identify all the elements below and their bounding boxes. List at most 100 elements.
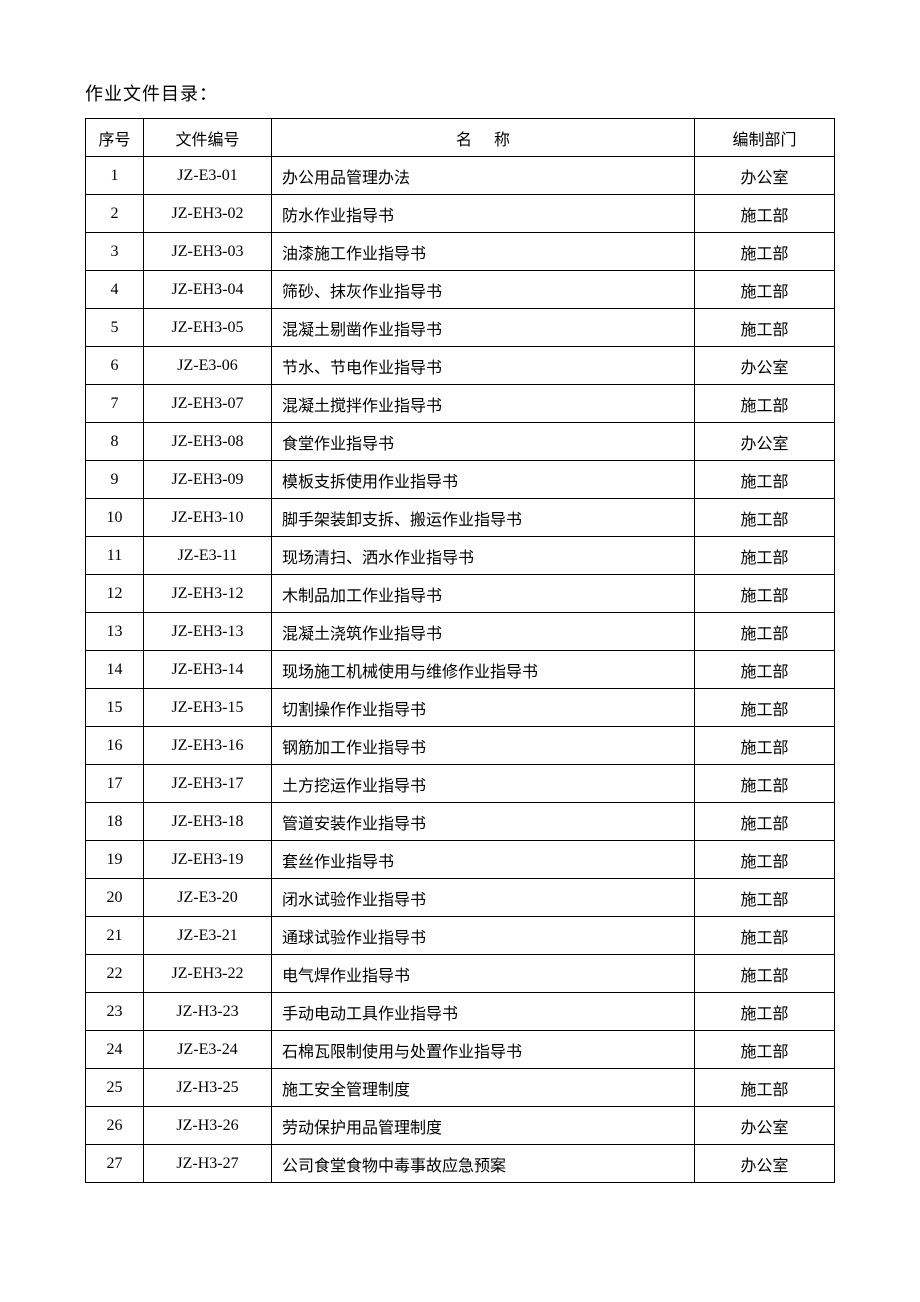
cell-dept: 施工部 (695, 917, 835, 955)
cell-seq: 11 (86, 537, 144, 575)
cell-name: 现场清扫、洒水作业指导书 (272, 537, 695, 575)
cell-name: 防水作业指导书 (272, 195, 695, 233)
cell-name: 木制品加工作业指导书 (272, 575, 695, 613)
cell-name: 通球试验作业指导书 (272, 917, 695, 955)
cell-name: 切割操作作业指导书 (272, 689, 695, 727)
cell-seq: 10 (86, 499, 144, 537)
cell-seq: 22 (86, 955, 144, 993)
cell-code: JZ-EH3-19 (144, 841, 272, 879)
cell-name: 公司食堂食物中毒事故应急预案 (272, 1145, 695, 1183)
cell-seq: 20 (86, 879, 144, 917)
cell-dept: 办公室 (695, 157, 835, 195)
cell-dept: 办公室 (695, 347, 835, 385)
cell-dept: 施工部 (695, 1069, 835, 1107)
cell-dept: 施工部 (695, 613, 835, 651)
cell-seq: 4 (86, 271, 144, 309)
cell-code: JZ-EH3-22 (144, 955, 272, 993)
cell-name: 混凝土搅拌作业指导书 (272, 385, 695, 423)
cell-name: 手动电动工具作业指导书 (272, 993, 695, 1031)
cell-code: JZ-EH3-08 (144, 423, 272, 461)
cell-code: JZ-E3-20 (144, 879, 272, 917)
cell-name: 模板支拆使用作业指导书 (272, 461, 695, 499)
cell-name: 脚手架装卸支拆、搬运作业指导书 (272, 499, 695, 537)
cell-dept: 施工部 (695, 537, 835, 575)
table-row: 25JZ-H3-25施工安全管理制度施工部 (86, 1069, 835, 1107)
cell-seq: 6 (86, 347, 144, 385)
cell-dept: 施工部 (695, 233, 835, 271)
table-row: 12JZ-EH3-12木制品加工作业指导书施工部 (86, 575, 835, 613)
cell-code: JZ-EH3-18 (144, 803, 272, 841)
cell-code: JZ-E3-11 (144, 537, 272, 575)
cell-code: JZ-EH3-02 (144, 195, 272, 233)
cell-seq: 27 (86, 1145, 144, 1183)
cell-code: JZ-E3-21 (144, 917, 272, 955)
table-row: 22JZ-EH3-22电气焊作业指导书施工部 (86, 955, 835, 993)
cell-name: 办公用品管理办法 (272, 157, 695, 195)
cell-name: 筛砂、抹灰作业指导书 (272, 271, 695, 309)
cell-seq: 26 (86, 1107, 144, 1145)
table-body: 1JZ-E3-01办公用品管理办法办公室2JZ-EH3-02防水作业指导书施工部… (86, 157, 835, 1183)
cell-name: 管道安装作业指导书 (272, 803, 695, 841)
cell-code: JZ-EH3-09 (144, 461, 272, 499)
table-row: 5JZ-EH3-05混凝土剔凿作业指导书施工部 (86, 309, 835, 347)
cell-seq: 8 (86, 423, 144, 461)
cell-dept: 施工部 (695, 727, 835, 765)
header-seq: 序号 (86, 119, 144, 157)
cell-seq: 24 (86, 1031, 144, 1069)
table-row: 11JZ-E3-11现场清扫、洒水作业指导书施工部 (86, 537, 835, 575)
cell-name: 节水、节电作业指导书 (272, 347, 695, 385)
cell-dept: 施工部 (695, 765, 835, 803)
table-row: 3JZ-EH3-03油漆施工作业指导书施工部 (86, 233, 835, 271)
cell-dept: 办公室 (695, 423, 835, 461)
cell-dept: 施工部 (695, 993, 835, 1031)
document-table: 序号 文件编号 名称 编制部门 1JZ-E3-01办公用品管理办法办公室2JZ-… (85, 118, 835, 1183)
cell-dept: 施工部 (695, 651, 835, 689)
cell-name: 钢筋加工作业指导书 (272, 727, 695, 765)
cell-name: 闭水试验作业指导书 (272, 879, 695, 917)
cell-seq: 1 (86, 157, 144, 195)
table-row: 19JZ-EH3-19套丝作业指导书施工部 (86, 841, 835, 879)
cell-code: JZ-EH3-05 (144, 309, 272, 347)
table-row: 6JZ-E3-06节水、节电作业指导书办公室 (86, 347, 835, 385)
cell-seq: 21 (86, 917, 144, 955)
cell-code: JZ-H3-25 (144, 1069, 272, 1107)
table-row: 23JZ-H3-23手动电动工具作业指导书施工部 (86, 993, 835, 1031)
table-row: 15JZ-EH3-15切割操作作业指导书施工部 (86, 689, 835, 727)
table-row: 24JZ-E3-24石棉瓦限制使用与处置作业指导书施工部 (86, 1031, 835, 1069)
table-row: 7JZ-EH3-07混凝土搅拌作业指导书施工部 (86, 385, 835, 423)
cell-seq: 19 (86, 841, 144, 879)
cell-dept: 施工部 (695, 195, 835, 233)
cell-code: JZ-EH3-16 (144, 727, 272, 765)
cell-name: 混凝土浇筑作业指导书 (272, 613, 695, 651)
cell-code: JZ-H3-26 (144, 1107, 272, 1145)
cell-dept: 施工部 (695, 309, 835, 347)
table-row: 9JZ-EH3-09模板支拆使用作业指导书施工部 (86, 461, 835, 499)
table-row: 20JZ-E3-20闭水试验作业指导书施工部 (86, 879, 835, 917)
page-title: 作业文件目录： (85, 80, 835, 106)
cell-dept: 施工部 (695, 841, 835, 879)
table-row: 13JZ-EH3-13混凝土浇筑作业指导书施工部 (86, 613, 835, 651)
cell-code: JZ-H3-27 (144, 1145, 272, 1183)
cell-seq: 9 (86, 461, 144, 499)
cell-code: JZ-EH3-17 (144, 765, 272, 803)
cell-seq: 5 (86, 309, 144, 347)
cell-seq: 14 (86, 651, 144, 689)
cell-code: JZ-EH3-03 (144, 233, 272, 271)
cell-code: JZ-E3-01 (144, 157, 272, 195)
cell-dept: 施工部 (695, 271, 835, 309)
cell-name: 施工安全管理制度 (272, 1069, 695, 1107)
cell-code: JZ-E3-06 (144, 347, 272, 385)
cell-code: JZ-EH3-15 (144, 689, 272, 727)
table-row: 10JZ-EH3-10脚手架装卸支拆、搬运作业指导书施工部 (86, 499, 835, 537)
cell-seq: 2 (86, 195, 144, 233)
cell-name: 食堂作业指导书 (272, 423, 695, 461)
header-dept: 编制部门 (695, 119, 835, 157)
cell-dept: 施工部 (695, 461, 835, 499)
header-code: 文件编号 (144, 119, 272, 157)
cell-seq: 23 (86, 993, 144, 1031)
cell-seq: 7 (86, 385, 144, 423)
cell-code: JZ-EH3-12 (144, 575, 272, 613)
cell-code: JZ-EH3-07 (144, 385, 272, 423)
cell-code: JZ-EH3-13 (144, 613, 272, 651)
cell-name: 劳动保护用品管理制度 (272, 1107, 695, 1145)
